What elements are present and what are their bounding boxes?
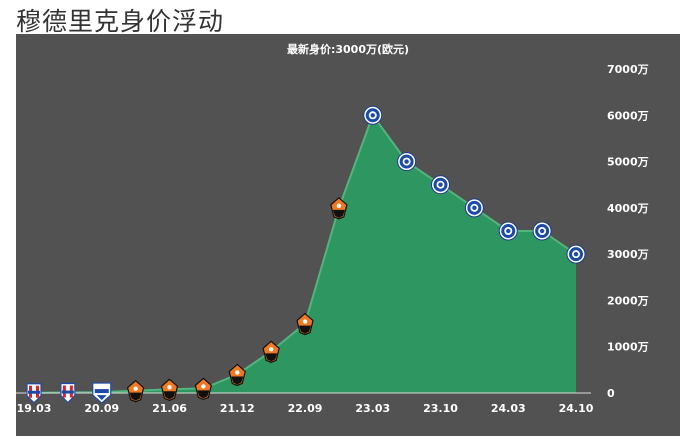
y-tick-label: 7000万 xyxy=(607,63,649,76)
chelsea-crest-icon[interactable] xyxy=(498,221,518,241)
chart-subtitle: 最新身价:3000万(欧元) xyxy=(286,43,410,56)
chelsea-crest-icon[interactable] xyxy=(397,152,417,172)
x-tick-label: 24.10 xyxy=(559,402,594,415)
x-tick-label: 21.12 xyxy=(220,402,255,415)
x-tick-label: 19.03 xyxy=(17,402,52,415)
desna-crest-icon[interactable] xyxy=(92,382,112,404)
x-tick-label: 20.09 xyxy=(84,402,119,415)
shakhtar-crest-icon[interactable] xyxy=(126,379,145,403)
chelsea-crest-icon[interactable] xyxy=(566,244,586,264)
chelsea-crest-icon[interactable] xyxy=(532,221,552,241)
x-tick-label: 22.09 xyxy=(288,402,323,415)
shakhtar-crest-icon[interactable] xyxy=(296,312,314,336)
y-tick-label: 2000万 xyxy=(607,294,649,307)
y-tick-label: 1000万 xyxy=(607,341,649,354)
shakhtar-crest-icon[interactable] xyxy=(330,197,348,220)
chelsea-crest-icon[interactable] xyxy=(464,198,484,218)
y-tick-label: 4000万 xyxy=(607,202,649,215)
x-tick-label: 24.03 xyxy=(491,402,526,415)
x-tick-label: 21.06 xyxy=(152,402,187,415)
y-tick-label: 0 xyxy=(607,387,615,400)
sky-blue-striped-crest-icon[interactable] xyxy=(26,383,42,404)
y-tick-label: 3000万 xyxy=(607,248,649,261)
market-value-chart: 0 1000万 2000万 3000万 4000万 5000万 6000万 7000万 19.0… xyxy=(16,63,649,415)
sky-blue-striped-crest-icon[interactable] xyxy=(60,382,76,404)
x-tick-label: 23.03 xyxy=(355,402,390,415)
shakhtar-crest-icon[interactable] xyxy=(228,363,246,387)
y-tick-label: 6000万 xyxy=(607,109,649,122)
value-area xyxy=(34,115,576,394)
chelsea-crest-icon[interactable] xyxy=(363,105,383,125)
x-tick-label: 23.10 xyxy=(423,402,458,415)
y-tick-label: 5000万 xyxy=(607,156,649,169)
shakhtar-crest-icon[interactable] xyxy=(194,377,213,401)
shakhtar-crest-icon[interactable] xyxy=(262,340,280,363)
chelsea-crest-icon[interactable] xyxy=(431,175,450,195)
shakhtar-crest-icon[interactable] xyxy=(160,378,179,401)
chart-panel: 最新身价:3000万(欧元) 0 1000万 2000万 3000万 4000万 5000… xyxy=(16,34,680,436)
page-title: 穆德里克身价浮动 xyxy=(16,7,225,36)
